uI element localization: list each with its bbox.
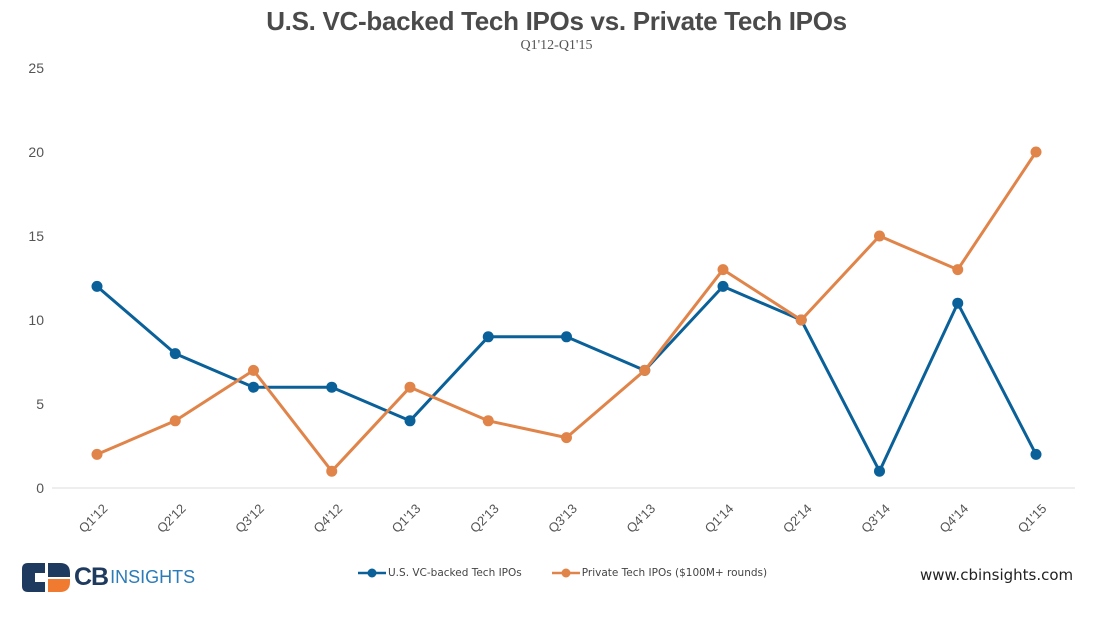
data-point (326, 465, 338, 477)
data-point (248, 364, 259, 376)
legend-item-vc-backed: U.S. VC-backed Tech IPOs (358, 567, 522, 579)
y-tick-label: 20 (28, 144, 44, 160)
data-point (1030, 448, 1042, 460)
x-tick-label: Q2'12 (154, 501, 189, 536)
legend-item-private: Private Tech IPOs ($100M+ rounds) (551, 567, 768, 579)
data-point (874, 230, 885, 242)
y-tick-label: 0 (36, 480, 44, 496)
data-point (561, 432, 572, 444)
logo-text-insights: INSIGHTS (110, 566, 196, 587)
y-axis: 0 5 10 15 20 25 (28, 60, 44, 496)
cb-logo-mark-icon (22, 562, 70, 592)
x-tick-label: Q2'13 (467, 501, 502, 536)
x-tick-label: Q4'12 (310, 501, 345, 536)
x-tick-label: Q1'12 (76, 501, 111, 536)
y-tick-label: 5 (36, 396, 44, 412)
x-tick-label: Q1'14 (702, 501, 737, 536)
data-point (248, 381, 259, 393)
x-tick-label: Q1'15 (1015, 501, 1050, 536)
x-axis: Q1'12 Q2'12 Q3'12 Q4'12 Q1'13 Q2'13 Q3'13 Q4'13… (76, 501, 1050, 536)
logo-text-cb: CB (74, 562, 109, 591)
data-point (91, 280, 103, 292)
chart-legend: U.S. VC-backed Tech IPOs Private Tech IP… (358, 567, 797, 579)
data-point (169, 415, 181, 427)
x-tick-label: Q3'13 (545, 501, 580, 536)
y-tick-label: 25 (28, 60, 44, 76)
y-tick-label: 10 (28, 312, 44, 328)
data-point (1030, 146, 1042, 158)
x-tick-label: Q4'14 (936, 501, 971, 536)
data-point (795, 314, 807, 326)
data-point (404, 381, 416, 393)
series-private (91, 146, 1042, 477)
y-tick-label: 15 (28, 228, 44, 244)
x-tick-label: Q1'13 (389, 501, 424, 536)
data-point (639, 364, 651, 376)
data-point (326, 381, 338, 393)
data-point (717, 264, 729, 276)
data-point (717, 280, 729, 292)
legend-marker-orange-icon (551, 568, 580, 578)
data-point (482, 415, 494, 427)
cb-insights-logo: CB INSIGHTS (22, 562, 195, 592)
website-url: www.cbinsights.com (920, 566, 1074, 584)
legend-marker-blue-icon (358, 568, 386, 578)
data-point (482, 331, 494, 343)
series-vc-backed (91, 280, 1042, 477)
data-point (874, 465, 885, 477)
data-point (91, 448, 103, 460)
chart-title: U.S. VC-backed Tech IPOs vs. Private Tec… (266, 6, 847, 36)
x-tick-label: Q2'14 (780, 501, 815, 536)
legend-label-vc-backed: U.S. VC-backed Tech IPOs (388, 567, 522, 579)
data-point (952, 297, 964, 309)
data-point (404, 415, 416, 427)
series-layer (91, 146, 1042, 477)
data-point (952, 264, 964, 276)
data-point (561, 331, 572, 343)
legend-label-private: Private Tech IPOs ($100M+ rounds) (581, 567, 768, 579)
chart-subtitle: Q1'12-Q1'15 (520, 38, 593, 53)
x-tick-label: Q4'13 (623, 501, 658, 536)
series-line (96, 151, 1038, 473)
x-tick-label: Q3'12 (232, 501, 267, 536)
x-tick-label: Q3'14 (858, 501, 893, 536)
data-point (169, 348, 181, 360)
